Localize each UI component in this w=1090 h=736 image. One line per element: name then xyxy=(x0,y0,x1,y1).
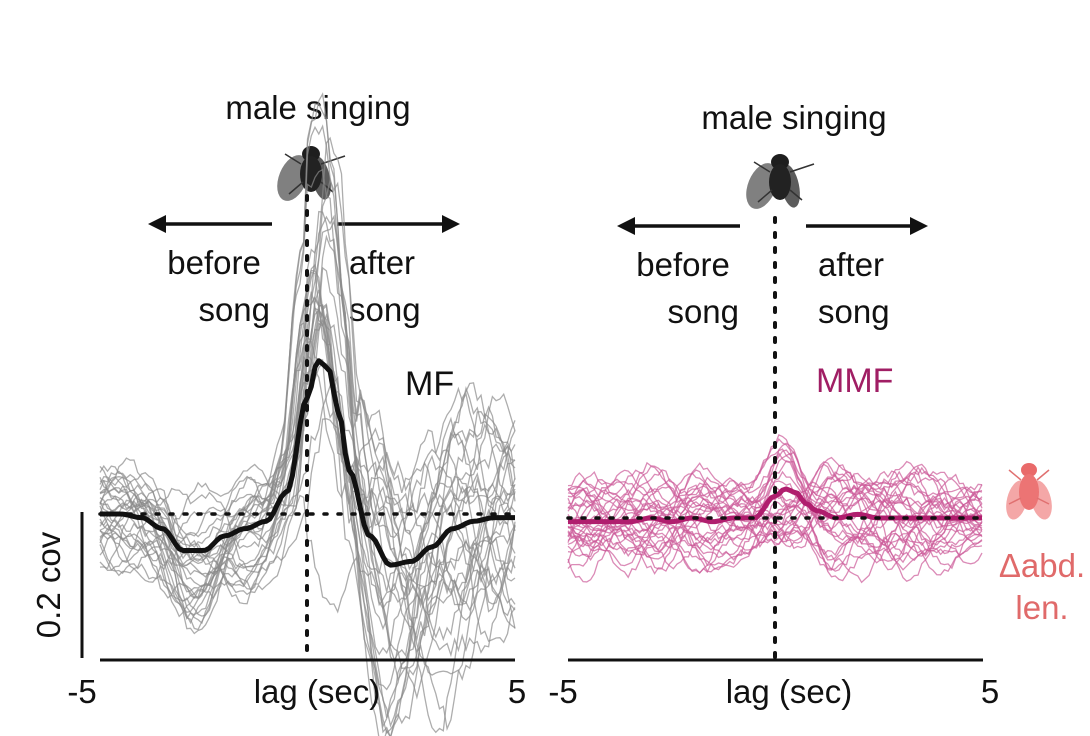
before-song-label: before song xyxy=(167,244,270,328)
after-song-label: after song xyxy=(818,246,893,330)
mean-trace xyxy=(568,486,982,525)
individual-trace xyxy=(99,103,516,631)
individual-trace xyxy=(567,462,983,561)
scale-bar-label: 0.2 cov xyxy=(30,531,67,638)
individual-trace xyxy=(567,448,983,576)
panel-mf: male singing before song after son xyxy=(30,89,526,736)
legend-label-line1: Δabd. xyxy=(999,547,1085,584)
individual-trace xyxy=(99,269,516,736)
x-axis-label-right: lag (sec) xyxy=(726,673,853,710)
individual-trace xyxy=(567,465,983,574)
panel-label-mf: MF xyxy=(405,365,454,403)
individual-trace xyxy=(99,291,516,736)
individual-trace xyxy=(567,470,983,579)
after-arrow xyxy=(337,215,460,233)
individual-trace xyxy=(567,461,983,568)
before-arrow xyxy=(617,217,740,235)
individual-trace xyxy=(99,266,516,592)
fly-icon xyxy=(746,154,815,209)
x-axis-label-left: lag (sec) xyxy=(254,673,381,710)
individual-trace xyxy=(567,451,983,565)
before-arrow xyxy=(148,215,272,233)
after-arrow xyxy=(806,217,928,235)
individual-trace xyxy=(99,307,516,728)
traces-right xyxy=(567,434,983,584)
x-tick-left-max: 5 xyxy=(508,673,526,710)
individual-trace xyxy=(567,469,983,556)
individual-trace xyxy=(567,469,983,582)
x-tick-right-min: -5 xyxy=(548,673,577,710)
legend-label-line2: len. xyxy=(1015,589,1068,626)
after-song-label: after song xyxy=(349,244,424,328)
individual-trace xyxy=(99,361,516,621)
x-tick-right-max: 5 xyxy=(981,673,999,710)
x-tick-left-min: -5 xyxy=(67,673,96,710)
mean-trace xyxy=(100,358,515,568)
individual-trace xyxy=(99,234,516,609)
traces-left xyxy=(99,92,516,736)
panel-mmf: male singing before song after song xyxy=(548,99,999,710)
event-label-right: male singing xyxy=(701,99,886,136)
before-song-label: before song xyxy=(636,246,739,330)
panel-label-mmf: MMF xyxy=(816,362,893,400)
fly-icon xyxy=(1006,463,1052,520)
legend: Δabd. len. xyxy=(999,463,1085,626)
